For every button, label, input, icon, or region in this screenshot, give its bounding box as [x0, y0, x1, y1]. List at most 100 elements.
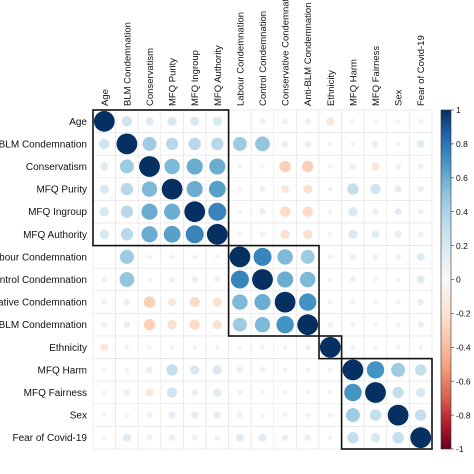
correlation-circle — [259, 208, 266, 215]
correlation-circle — [418, 344, 424, 350]
correlation-circle — [236, 389, 243, 396]
correlation-circles — [93, 110, 432, 449]
column-label: MFQ Ingroup — [190, 50, 201, 106]
correlation-circle — [372, 208, 379, 215]
correlation-circle — [212, 365, 222, 375]
correlation-circle — [348, 229, 358, 239]
colorbar-tick-label: -0.4 — [456, 343, 471, 353]
correlation-circle — [327, 321, 334, 328]
correlation-circle — [417, 231, 424, 238]
correlation-circle — [373, 322, 378, 328]
row-label: Age — [69, 117, 87, 128]
correlation-circle — [145, 388, 154, 397]
cluster-boxes — [92, 109, 433, 450]
correlation-circle — [101, 435, 107, 441]
correlation-circle — [300, 249, 315, 264]
correlation-circle — [260, 344, 265, 350]
column-label: Conservatism — [145, 48, 156, 106]
column-label: MFQ Purity — [168, 58, 179, 106]
correlation-circle — [229, 246, 251, 268]
correlation-circle — [350, 344, 356, 350]
correlation-circle — [366, 361, 385, 379]
correlation-circle — [147, 254, 152, 260]
correlation-circle — [365, 382, 386, 403]
correlation-circle — [99, 229, 109, 239]
cluster-box — [318, 335, 343, 360]
correlation-circle — [394, 185, 402, 193]
correlation-circle — [212, 116, 222, 126]
column-label: BLM Condemnation — [122, 22, 133, 106]
correlation-circle — [260, 164, 265, 169]
correlation-circle — [101, 321, 108, 328]
correlation-circle — [124, 367, 130, 373]
correlation-circle — [146, 434, 153, 441]
correlation-circle — [282, 118, 289, 125]
correlation-circle — [190, 365, 200, 375]
correlation-circle — [192, 344, 198, 350]
correlation-circle — [190, 116, 200, 126]
row-label: Conservatism — [26, 162, 87, 173]
colorbar-tick-label: 0.4 — [456, 207, 468, 217]
correlation-circle — [327, 367, 333, 373]
correlation-circle — [165, 137, 179, 151]
column-label: Conservative Condemnation — [281, 0, 292, 106]
row-labels: Age BLM Condemnation Conservatism MFQ Purit… — [0, 117, 87, 444]
row-label: /Labour Condemnation — [0, 252, 87, 263]
correlation-circle — [281, 140, 289, 148]
correlation-circle — [146, 412, 153, 419]
correlation-circle — [373, 277, 378, 282]
correlation-circle — [387, 404, 409, 426]
correlation-circle — [164, 158, 180, 175]
correlation-circle — [327, 299, 333, 305]
correlation-circle — [302, 160, 314, 173]
correlation-circle — [299, 271, 316, 288]
colorbar-tick-label: 0.8 — [456, 139, 468, 149]
column-labels: Age BLM Condemnation Conservatism MFQ Purit… — [100, 0, 427, 106]
correlation-circle — [100, 343, 109, 352]
correlation-circle — [186, 181, 203, 198]
correlation-circle — [235, 433, 244, 442]
correlation-circle — [147, 277, 152, 282]
column-label: Labour Condemnation — [235, 12, 246, 106]
colorbar-tick-label: 0.2 — [456, 241, 468, 251]
cluster-box — [227, 244, 320, 337]
correlation-circle — [146, 366, 153, 374]
correlation-circle — [304, 344, 311, 351]
correlation-circle — [395, 141, 401, 147]
correlation-circle — [418, 118, 424, 124]
correlation-circle — [342, 359, 364, 381]
correlation-circle — [214, 344, 220, 350]
correlation-circle — [237, 209, 243, 215]
row-label: MFQ Ingroup — [28, 207, 87, 218]
correlation-circle — [276, 316, 294, 334]
row-label: nti-BLM Condemnation — [0, 320, 87, 331]
correlation-circle — [304, 118, 311, 125]
colorbar-tick-label: -0.6 — [456, 376, 471, 386]
row-label: ervative Condemnation — [0, 298, 87, 309]
correlation-circle — [415, 364, 427, 376]
correlation-circle — [277, 249, 293, 265]
colorbar-gradient — [440, 109, 452, 450]
correlation-circle — [169, 254, 175, 260]
row-label: Fear of Covid-19 — [13, 433, 88, 444]
correlation-circle — [212, 297, 222, 307]
correlation-circle — [350, 322, 356, 328]
correlation-circle — [121, 116, 133, 127]
correlation-circle — [302, 206, 313, 217]
correlation-circle — [101, 367, 107, 373]
correlation-circle — [327, 277, 333, 282]
correlation-circle — [274, 291, 296, 313]
correlation-circle — [327, 209, 333, 215]
correlation-circle — [186, 158, 203, 175]
correlation-circle — [232, 294, 248, 310]
correlation-circle — [280, 229, 290, 239]
correlation-circle — [143, 296, 156, 308]
correlation-circle — [147, 344, 152, 350]
column-label: MFQ Harm — [348, 59, 359, 106]
correlation-circle — [281, 185, 290, 194]
correlation-circle — [372, 140, 379, 148]
correlation-circle — [417, 208, 424, 215]
correlation-circle — [394, 208, 402, 216]
correlation-circle — [304, 140, 311, 148]
correlation-circle — [116, 133, 138, 155]
